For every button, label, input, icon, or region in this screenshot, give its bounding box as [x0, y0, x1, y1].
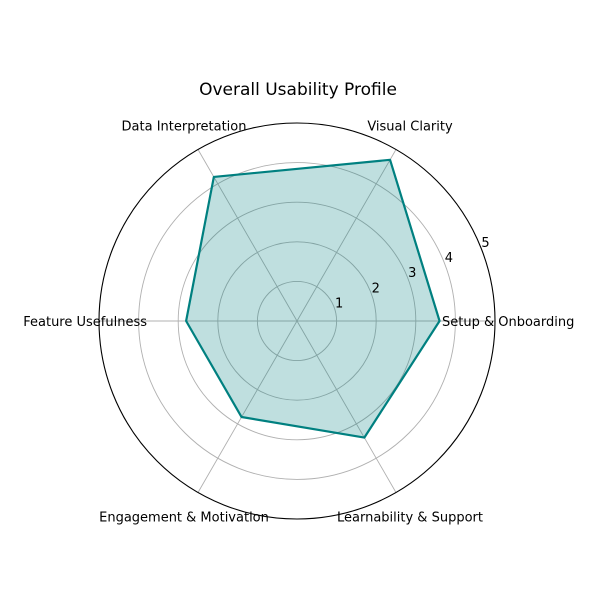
spoke-4 — [197, 320, 298, 493]
category-label-5: Learnability & Support — [337, 511, 483, 526]
chart-title: Overall Usability Profile — [199, 80, 397, 100]
category-label-1: Visual Clarity — [367, 119, 453, 134]
tick-label-1: 1 — [335, 297, 343, 312]
tick-label-5: 5 — [481, 236, 489, 251]
spoke-1 — [296, 149, 397, 322]
data-series — [185, 158, 441, 439]
category-label-2: Data Interpretation — [122, 119, 247, 134]
tick-label-2: 2 — [372, 281, 380, 296]
category-label-4: Engagement & Motivation — [99, 511, 269, 526]
series-fill — [186, 159, 440, 438]
outer-ring — [98, 122, 496, 520]
category-label-0: Setup & Onboarding — [442, 315, 574, 330]
category-label-3: Feature Usefulness — [23, 315, 147, 330]
tick-label-3: 3 — [408, 266, 416, 281]
tick-label-4: 4 — [445, 251, 453, 266]
grid — [98, 122, 496, 520]
spoke-5 — [296, 320, 397, 493]
radial-tick-labels: 1 2 3 4 5 — [335, 236, 490, 312]
category-labels: Setup & Onboarding Visual Clarity Data Int… — [23, 119, 574, 525]
